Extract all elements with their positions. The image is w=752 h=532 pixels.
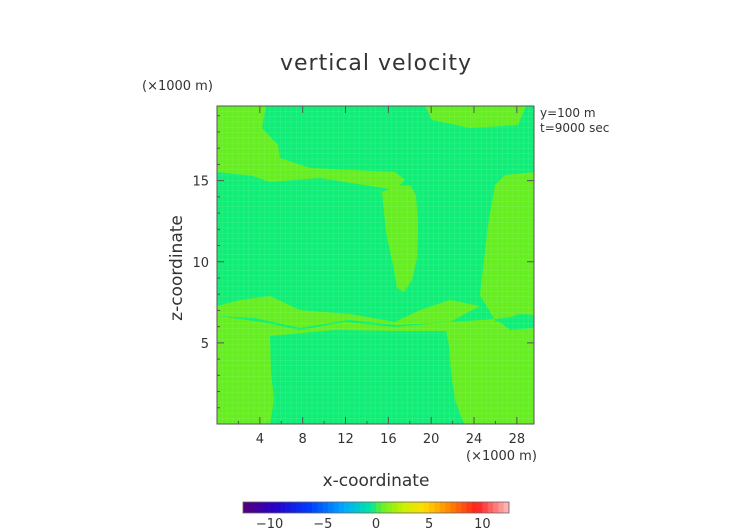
colorbar-cell <box>477 502 483 513</box>
region-core <box>217 106 534 330</box>
x-tick-label: 8 <box>299 432 307 447</box>
y-axis-ticks: 5 10 15 <box>192 115 534 409</box>
colorbar-cell <box>269 502 276 513</box>
colorbar-cell <box>376 502 382 513</box>
region-lower-column <box>270 330 464 424</box>
colorbar-cell <box>397 502 403 513</box>
grid <box>217 106 534 424</box>
colorbar-cell <box>439 502 446 513</box>
colorbar-cell <box>402 502 409 513</box>
colorbar-frame <box>242 501 510 514</box>
colorbar-cell <box>461 502 467 513</box>
info-line-y: y=100 m <box>540 106 596 120</box>
x-axis-ticks: 4 8 12 16 20 24 28 <box>237 106 526 447</box>
x-unit-label: (×1000 m) <box>466 449 537 464</box>
colorbar-cell <box>312 502 318 513</box>
colorbar-tick-label: 0 <box>372 517 380 532</box>
colorbar-cell <box>349 502 356 513</box>
colorbar-cell <box>253 502 260 513</box>
colorbar <box>242 501 510 514</box>
y-axis-label: z-coordinate <box>167 215 187 321</box>
x-tick-label: 16 <box>380 432 397 447</box>
colorbar-cell <box>258 502 265 513</box>
colorbar-ticks: −10 −5 0 5 10 <box>256 517 491 532</box>
colorbar-cell <box>301 502 308 513</box>
colorbar-tick-label: 5 <box>425 517 433 532</box>
colorbar-cell <box>487 502 494 513</box>
x-tick-label: 20 <box>423 432 440 447</box>
colorbar-tick-label: 10 <box>474 517 491 532</box>
colorbar-cell <box>503 502 510 513</box>
colorbar-cell <box>317 502 324 513</box>
colorbar-cell <box>381 502 387 513</box>
colorbar-cell <box>386 502 393 513</box>
y-tick-label: 10 <box>192 256 209 271</box>
colorbar-cell <box>413 502 419 513</box>
colorbar-tick-label: −10 <box>256 517 283 532</box>
chart-title: vertical velocity <box>280 51 472 76</box>
x-tick-label: 4 <box>256 432 264 447</box>
colorbar-cell <box>493 502 499 513</box>
colorbar-cell <box>274 502 281 513</box>
colorbar-cell <box>370 502 377 513</box>
x-tick-label: 28 <box>509 432 526 447</box>
colorbar-cell <box>498 502 504 513</box>
colorbar-cell <box>360 502 366 513</box>
colorbar-cell <box>264 502 270 513</box>
y-tick-label: 5 <box>201 337 209 352</box>
plot-frame <box>216 105 535 425</box>
colorbar-cell <box>354 502 361 513</box>
colorbar-cell <box>243 502 249 513</box>
colorbar-cell <box>365 502 371 513</box>
colorbar-cell <box>407 502 414 513</box>
colorbar-cell <box>338 502 345 513</box>
x-axis-label: x-coordinate <box>323 471 430 491</box>
colorbar-cell <box>248 502 254 513</box>
colorbar-cell <box>296 502 302 513</box>
info-line-t: t=9000 sec <box>540 121 609 135</box>
x-tick-label: 12 <box>337 432 354 447</box>
colorbar-cell <box>418 502 425 513</box>
colorbar-tick-label: −5 <box>313 517 332 532</box>
colorbar-cell <box>333 502 340 513</box>
colorbar-cell <box>434 502 441 513</box>
colorbar-cell <box>455 502 462 513</box>
colorbar-cell <box>466 502 473 513</box>
colorbar-cell <box>429 502 435 513</box>
region-mid-band <box>217 296 480 328</box>
colorbar-cell <box>391 502 398 513</box>
colorbar-cell <box>322 502 329 513</box>
x-tick-label: 24 <box>466 432 483 447</box>
y-tick-label: 15 <box>192 175 209 190</box>
colorbar-cell <box>471 502 478 513</box>
colorbar-cell <box>482 502 489 513</box>
colorbar-cell <box>450 502 457 513</box>
plot-area <box>217 106 534 424</box>
colorbar-cell <box>280 502 286 513</box>
colorbar-cell <box>445 502 451 513</box>
colorbar-cell <box>285 502 292 513</box>
y-unit-label: (×1000 m) <box>142 79 213 94</box>
region-right-lobe <box>496 316 534 330</box>
colorbar-cell <box>344 502 350 513</box>
colorbar-cell <box>306 502 313 513</box>
region-tongue <box>382 185 418 292</box>
colorbar-cell <box>290 502 297 513</box>
colorbar-cell <box>328 502 334 513</box>
colorbar-cell <box>423 502 430 513</box>
